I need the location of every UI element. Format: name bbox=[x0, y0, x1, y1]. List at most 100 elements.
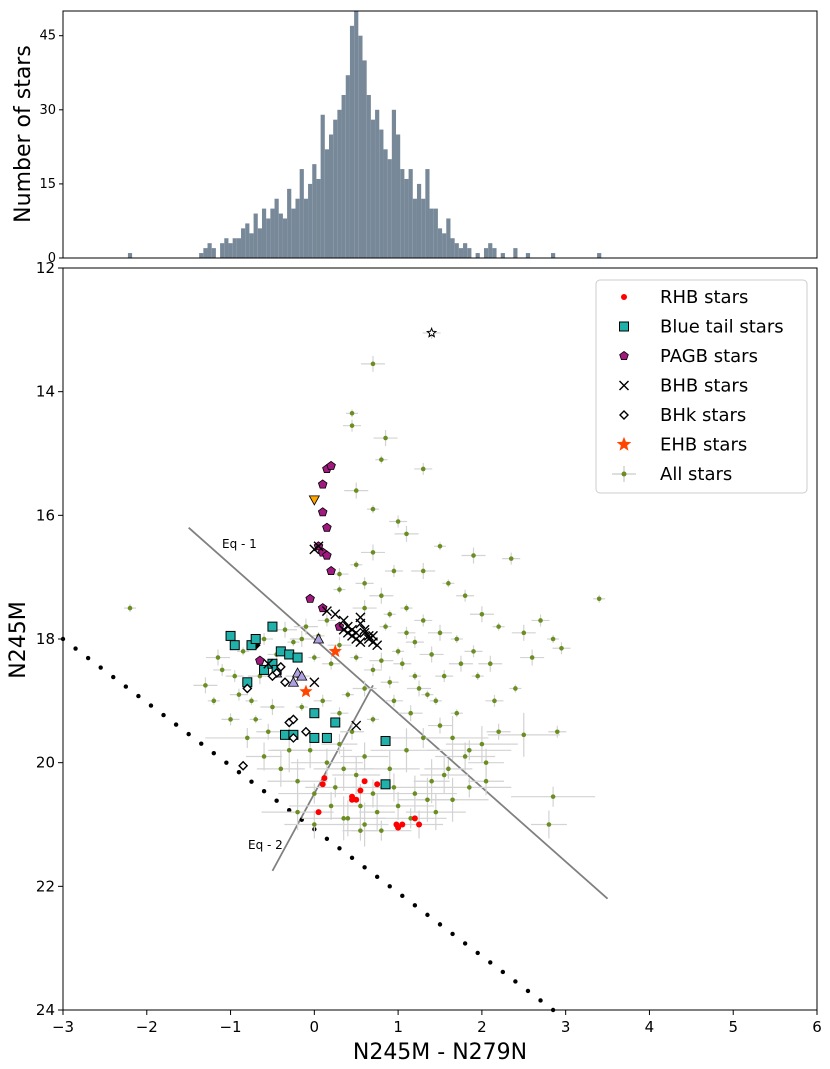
rhb-stars-point bbox=[321, 775, 328, 782]
all-stars-point bbox=[299, 704, 305, 710]
histogram-bar bbox=[236, 238, 242, 258]
rhb-stars-point bbox=[374, 781, 381, 788]
pagb-stars-point bbox=[317, 479, 328, 489]
all-stars-point bbox=[400, 661, 405, 667]
pagb-stars-point bbox=[322, 522, 332, 532]
all-stars-point bbox=[437, 630, 443, 636]
histogram-bar bbox=[257, 228, 262, 258]
all-stars-point bbox=[416, 686, 422, 691]
blue-tail-stars-point bbox=[309, 708, 320, 719]
all-stars-point bbox=[211, 698, 217, 704]
histogram-bar bbox=[463, 243, 468, 258]
cmd-y-ticks: 12 14 16 18 20 22 24 bbox=[36, 259, 63, 1019]
track-dot bbox=[538, 998, 543, 1003]
all-stars-point bbox=[291, 639, 296, 645]
x-tick-label: −2 bbox=[136, 1018, 158, 1036]
all-stars-point bbox=[215, 655, 221, 660]
y-tick-label: 24 bbox=[36, 1001, 55, 1019]
all-stars-point bbox=[437, 723, 443, 728]
histogram-bar bbox=[362, 60, 367, 259]
rhb-stars-point bbox=[411, 815, 418, 822]
bhb-stars-point bbox=[351, 634, 362, 644]
histogram-bar bbox=[597, 253, 602, 258]
histogram-bar bbox=[287, 188, 292, 258]
all-stars-point bbox=[412, 791, 418, 796]
rhb-stars-point bbox=[361, 778, 368, 785]
rhb-stars-point bbox=[315, 809, 322, 816]
all-stars-point bbox=[496, 729, 501, 735]
all-stars-point bbox=[387, 679, 393, 685]
track-dot bbox=[148, 703, 154, 708]
track-dot bbox=[224, 760, 229, 765]
all-stars-point bbox=[429, 652, 434, 657]
all-stars-point bbox=[253, 717, 258, 722]
y-tick-label: 20 bbox=[36, 754, 55, 772]
histogram-y-label: Number of stars bbox=[11, 45, 36, 223]
x-tick-label: 3 bbox=[561, 1018, 571, 1036]
all-stars-point bbox=[278, 766, 284, 772]
all-stars-point bbox=[312, 655, 317, 660]
all-stars-point bbox=[127, 605, 133, 611]
histogram-bar bbox=[387, 159, 392, 258]
track-dot bbox=[186, 731, 191, 737]
all-stars-point bbox=[450, 735, 455, 741]
all-stars-point bbox=[328, 803, 334, 809]
all-stars-point bbox=[203, 683, 208, 688]
all-stars-point bbox=[446, 766, 451, 772]
bhb-stars-point bbox=[351, 720, 362, 731]
histogram-bar bbox=[404, 178, 409, 258]
all-stars-point bbox=[295, 809, 300, 815]
triangle-marker bbox=[296, 670, 308, 681]
histogram-bar bbox=[379, 129, 384, 258]
rhb-stars-point bbox=[349, 796, 356, 803]
track-dot bbox=[374, 874, 380, 880]
track-dot bbox=[73, 646, 78, 651]
bhk-stars-point bbox=[242, 683, 253, 694]
x-tick-label: 0 bbox=[310, 1018, 320, 1036]
legend-label: EHB stars bbox=[660, 435, 747, 456]
y-tick-label: 14 bbox=[36, 383, 55, 401]
histogram-bar bbox=[416, 183, 422, 258]
all-stars-point bbox=[299, 636, 305, 642]
histogram-bar bbox=[278, 213, 283, 258]
track-dot bbox=[85, 655, 91, 661]
all-stars-point bbox=[420, 618, 426, 623]
all-stars-point bbox=[353, 562, 359, 568]
all-stars-point bbox=[404, 531, 409, 537]
track-dot bbox=[324, 836, 330, 841]
cmd-y-label: N245M bbox=[6, 601, 31, 678]
all-stars-point bbox=[349, 423, 355, 428]
blue-tail-stars-point bbox=[380, 779, 391, 790]
all-stars-point bbox=[337, 587, 342, 592]
histogram-bar bbox=[220, 243, 225, 258]
histogram-bar bbox=[282, 218, 288, 258]
bhk-stars-point bbox=[288, 732, 299, 743]
legend-marker bbox=[619, 380, 629, 391]
all-stars-point bbox=[249, 698, 254, 704]
all-stars-point bbox=[270, 704, 275, 710]
all-stars-point bbox=[391, 785, 397, 790]
all-stars-point bbox=[353, 488, 359, 493]
all-stars-point bbox=[559, 645, 564, 651]
legend-label: RHB stars bbox=[660, 287, 748, 308]
histogram-bar bbox=[241, 228, 246, 258]
track-dot bbox=[387, 884, 392, 889]
histogram-bar bbox=[349, 25, 355, 258]
rhb-stars-point bbox=[357, 787, 364, 794]
histogram-bar bbox=[245, 223, 250, 258]
pagb-stars-point bbox=[317, 507, 328, 517]
legend-label: All stars bbox=[660, 464, 732, 485]
histogram-bar bbox=[437, 228, 443, 258]
pagb-stars-point bbox=[255, 655, 265, 665]
histogram-bar bbox=[446, 218, 451, 258]
cmd-error-bars bbox=[124, 326, 606, 847]
histogram-y-ticks: 0 15 30 45 bbox=[39, 29, 63, 266]
track-dot bbox=[525, 988, 531, 994]
blue-tail-stars-point bbox=[380, 736, 391, 747]
bhb-stars-point bbox=[263, 658, 274, 669]
x-tick-label: 5 bbox=[728, 1018, 738, 1036]
x-tick-label: 2 bbox=[477, 1018, 487, 1036]
all-stars-point bbox=[307, 748, 313, 753]
track-dot bbox=[249, 779, 254, 784]
